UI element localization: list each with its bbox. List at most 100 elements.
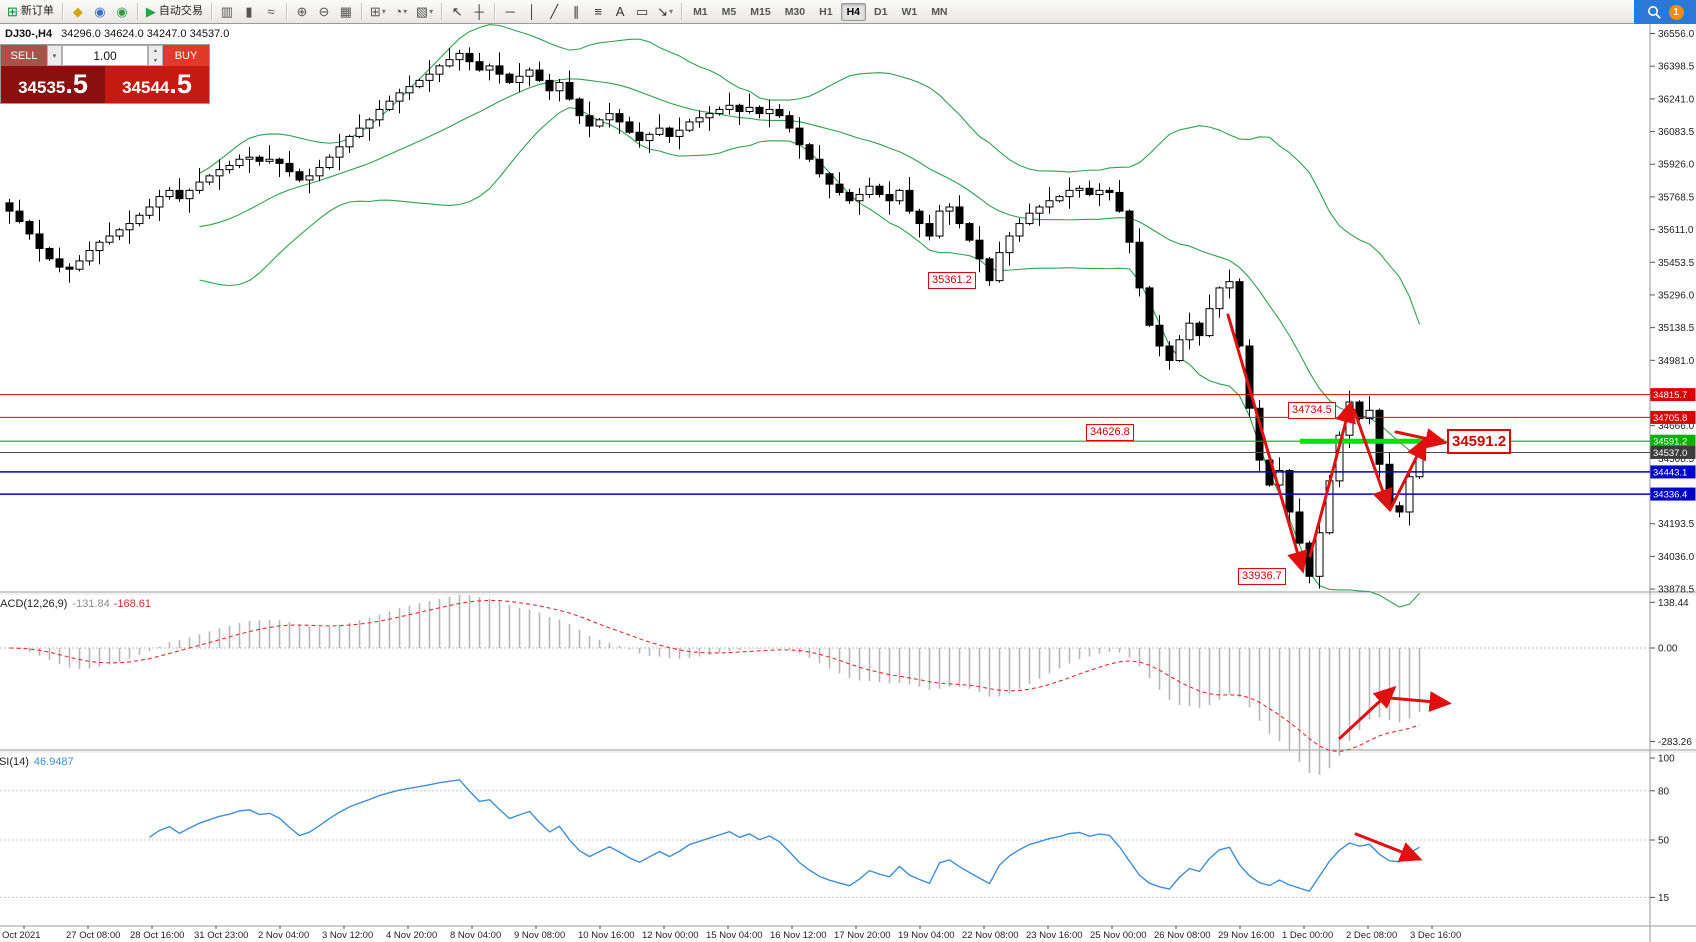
trend-arrows <box>1226 313 1452 862</box>
trendline-tool-button-icon: ╱ <box>550 4 559 19</box>
symbol-timeframe: DJ30-,H4 <box>5 28 53 40</box>
new-chart-button[interactable]: ⊞ ▾ <box>367 2 389 22</box>
chart-shift-button[interactable]: ◔ ▾ <box>391 2 411 22</box>
crosshair-button[interactable]: ┼ <box>469 2 489 22</box>
volume-dropdown-caret[interactable]: ▾ <box>47 45 62 66</box>
zoom-in-button[interactable]: ⊕ <box>292 2 312 22</box>
sell-button[interactable]: SELL <box>1 45 47 66</box>
chevron-down-icon: ▾ <box>403 6 408 16</box>
timeframe-m1[interactable]: M1 <box>693 5 708 18</box>
svg-text:34666.0: 34666.0 <box>1658 421 1695 432</box>
svg-text:35768.5: 35768.5 <box>1658 192 1695 203</box>
timeframe-d1[interactable]: D1 <box>874 5 888 18</box>
search-icon[interactable] <box>1647 5 1662 20</box>
buy-price[interactable]: 34544.5 <box>105 66 209 103</box>
new-chart-button-icon: ⊞ <box>369 4 381 19</box>
svg-text:15 Nov 04:00: 15 Nov 04:00 <box>706 930 763 941</box>
trendline-tool-button[interactable]: ╱ <box>544 2 564 22</box>
chart-shift-button-icon: ◔ <box>394 4 403 19</box>
svg-text:1 Dec 00:00: 1 Dec 00:00 <box>1282 930 1333 941</box>
vline-tool-button[interactable]: │ <box>522 2 542 22</box>
volume-input[interactable]: 1.00 <box>62 45 148 66</box>
fibonacci-tool-button[interactable]: ≡ <box>588 2 608 22</box>
text-tool-button[interactable]: A <box>610 2 630 22</box>
price-annotation: 34591.2 <box>1447 429 1512 454</box>
svg-text:50: 50 <box>1658 836 1670 847</box>
svg-text:27 Oct 08:00: 27 Oct 08:00 <box>66 930 120 941</box>
toolbar-separator <box>360 3 362 20</box>
profile-icon[interactable]: ◉ <box>90 2 110 22</box>
vline-tool-button-icon: │ <box>528 4 537 19</box>
zoom-out-button[interactable]: ⊖ <box>314 2 334 22</box>
chevron-down-icon: ▾ <box>669 6 674 16</box>
svg-text:Oct 2021: Oct 2021 <box>2 930 41 941</box>
svg-text:36398.5: 36398.5 <box>1658 62 1695 73</box>
new-order-button[interactable]: ⊞ 新订单 <box>4 2 57 22</box>
toolbar-separator <box>61 3 63 20</box>
svg-text:35138.5: 35138.5 <box>1658 323 1695 334</box>
svg-text:-283.26: -283.26 <box>1658 737 1692 748</box>
price-annotation: 35361.2 <box>928 272 976 289</box>
rsi-line <box>149 779 1420 893</box>
hline-tool-button[interactable]: ─ <box>500 2 520 22</box>
svg-text:36556.0: 36556.0 <box>1658 29 1695 40</box>
timeframe-m15[interactable]: M15 <box>750 5 771 18</box>
svg-text:34508.5: 34508.5 <box>1658 454 1695 465</box>
timeframe-m5[interactable]: M5 <box>721 5 737 18</box>
channel-tool-button[interactable]: ∥ <box>566 2 586 22</box>
chevron-down-icon: ▾ <box>429 6 434 16</box>
svg-text:31 Oct 23:00: 31 Oct 23:00 <box>194 930 248 941</box>
tile-windows-button[interactable]: ▦ <box>336 2 356 22</box>
svg-text:35453.5: 35453.5 <box>1658 258 1695 269</box>
toolbar-separator <box>441 3 443 20</box>
price-annotation: 34734.5 <box>1288 402 1336 419</box>
label-tool-button[interactable]: ▭ <box>632 2 652 22</box>
line-chart-mode-button[interactable]: ≈ <box>261 2 281 22</box>
svg-text:35926.0: 35926.0 <box>1658 160 1695 171</box>
bollinger-middle-band <box>199 78 1420 460</box>
chevron-down-icon: ▾ <box>381 6 386 16</box>
svg-text:22 Nov 08:00: 22 Nov 08:00 <box>962 930 1019 941</box>
volume-down-icon[interactable]: ▾ <box>153 57 157 64</box>
svg-text:0.00: 0.00 <box>1658 644 1678 655</box>
timeframe-h4[interactable]: H4 <box>840 2 866 21</box>
hline-tool-button-icon: ─ <box>505 4 515 19</box>
timeframe-w1[interactable]: W1 <box>901 5 918 18</box>
timeframe-h1[interactable]: H1 <box>819 5 833 18</box>
toolbar-separator <box>136 3 138 20</box>
rsi-pane <box>0 779 1650 898</box>
svg-text:34537.0: 34537.0 <box>1653 448 1687 459</box>
notification-badge[interactable]: 1 <box>1668 4 1684 20</box>
timeframe-mn[interactable]: MN <box>931 5 948 18</box>
community-icon-icon: ◉ <box>116 4 128 19</box>
community-icon[interactable]: ◉ <box>112 2 132 22</box>
autotrade-button[interactable]: ▶ 自动交易 <box>143 2 206 22</box>
timeframe-group: M1 M5 M15 M30 H1 H4 D1 W1 MN <box>686 2 954 21</box>
svg-text:80: 80 <box>1658 786 1670 797</box>
volume-stepper[interactable]: ▴ ▾ <box>148 45 163 66</box>
cursor-button-icon: ↖ <box>451 4 463 19</box>
promo-icon[interactable]: ◆ <box>68 2 88 22</box>
chart-ohlc-header: DJ30-,H4 34296.0 34624.0 34247.0 34537.0 <box>5 28 229 40</box>
arrows-tool-button[interactable]: ↘ ▾ <box>654 2 676 22</box>
svg-text:4 Nov 20:00: 4 Nov 20:00 <box>386 930 437 941</box>
toolbar-group: ─ │ ╱ ∥ ≡ A ▭ ↘ ▾ <box>499 2 677 22</box>
svg-text:26 Nov 08:00: 26 Nov 08:00 <box>1154 930 1211 941</box>
svg-text:19 Nov 04:00: 19 Nov 04:00 <box>898 930 955 941</box>
cursor-button[interactable]: ↖ <box>447 2 467 22</box>
volume-up-icon[interactable]: ▴ <box>153 48 157 55</box>
sell-price[interactable]: 34535.5 <box>1 66 105 103</box>
svg-text:34336.4: 34336.4 <box>1653 490 1687 501</box>
svg-text:3 Dec 16:00: 3 Dec 16:00 <box>1410 930 1461 941</box>
templates-button[interactable]: ▧ ▾ <box>413 2 436 22</box>
toolbar-search-area[interactable]: 1 <box>1634 0 1696 24</box>
svg-text:34981.0: 34981.0 <box>1658 356 1695 367</box>
timeframe-m30[interactable]: M30 <box>784 5 806 18</box>
candlestick-mode-button[interactable]: ▮ <box>239 2 259 22</box>
svg-text:34193.5: 34193.5 <box>1658 519 1695 530</box>
promo-icon-icon: ◆ <box>72 4 83 19</box>
buy-button[interactable]: BUY <box>163 45 209 66</box>
bar-chart-mode-button[interactable]: ▥ <box>217 2 237 22</box>
